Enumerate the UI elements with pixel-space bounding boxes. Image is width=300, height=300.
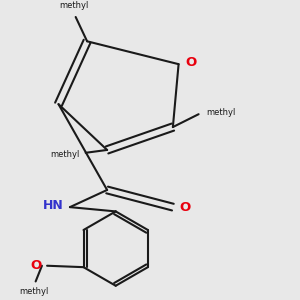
Text: HN: HN xyxy=(43,199,64,212)
Text: methyl: methyl xyxy=(51,150,80,159)
Text: methyl: methyl xyxy=(59,1,89,10)
Text: O: O xyxy=(31,259,42,272)
Text: O: O xyxy=(179,201,190,214)
Text: methyl: methyl xyxy=(206,108,235,117)
Text: O: O xyxy=(186,56,197,69)
Text: methyl: methyl xyxy=(20,286,49,296)
